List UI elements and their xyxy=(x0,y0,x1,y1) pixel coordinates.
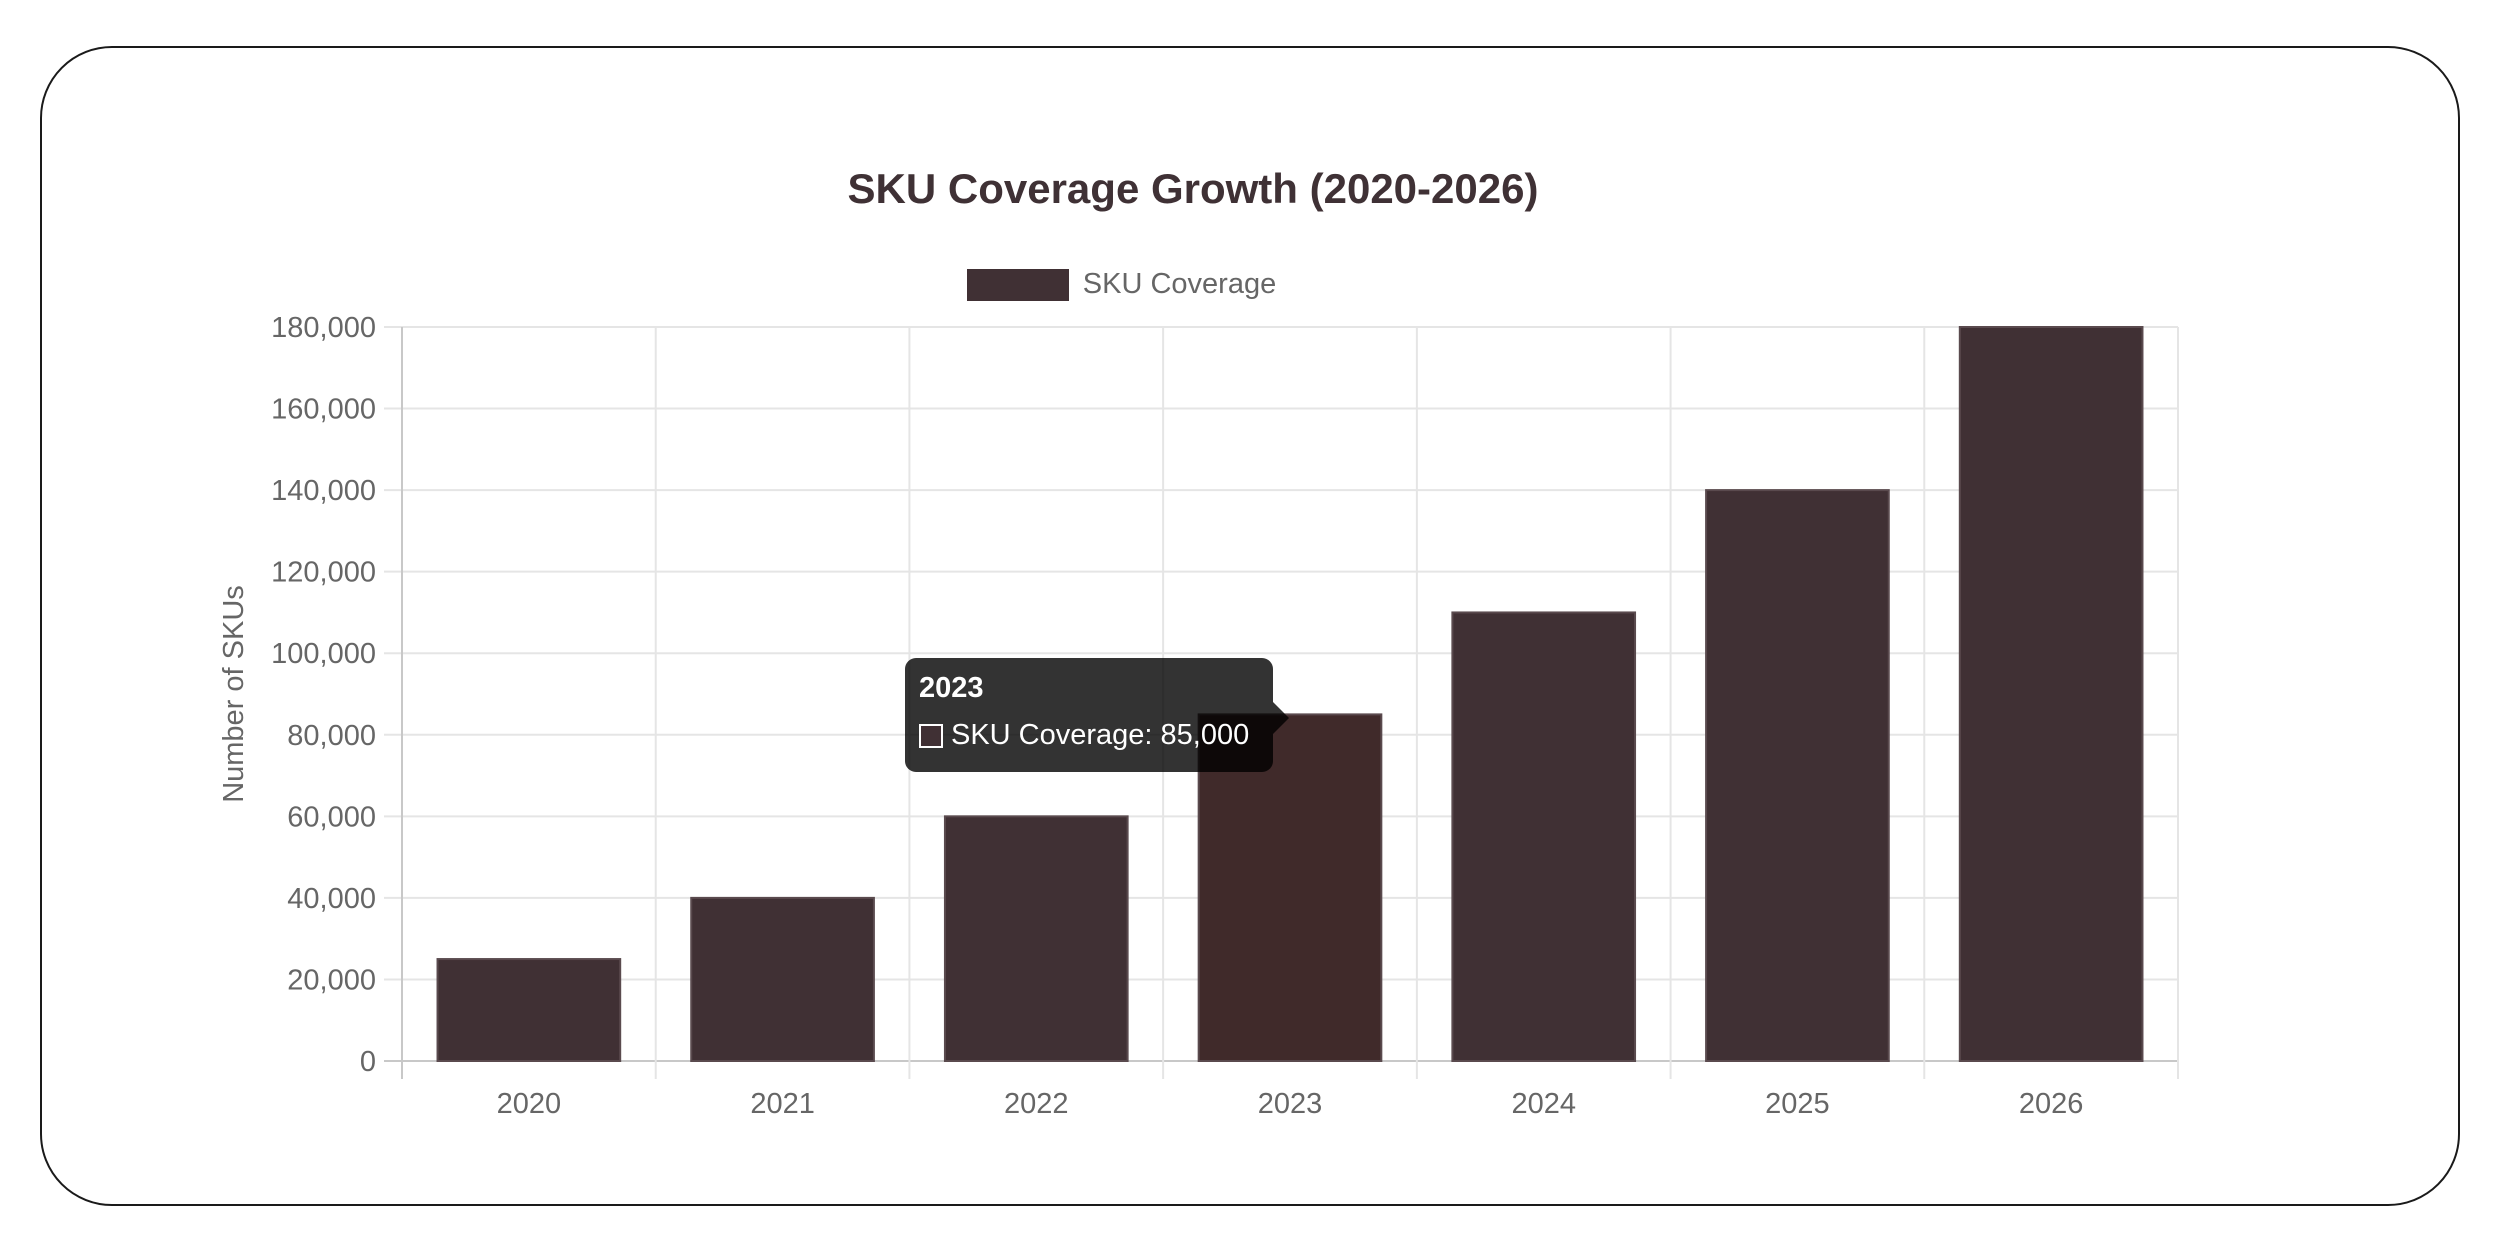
bar-2023[interactable] xyxy=(1197,713,1383,1063)
bars xyxy=(436,326,2144,1063)
bar-2024[interactable] xyxy=(1451,611,1637,1062)
bar-2025[interactable] xyxy=(1705,489,1890,1063)
x-tick-label: 2021 xyxy=(750,1088,815,1120)
x-tick-label: 2025 xyxy=(1765,1088,1830,1120)
y-tick-label: 60,000 xyxy=(287,801,376,833)
y-tick-label: 40,000 xyxy=(287,883,376,915)
y-tick-label: 100,000 xyxy=(271,638,376,670)
tooltip-swatch xyxy=(919,723,943,748)
y-tick-label: 140,000 xyxy=(271,475,376,507)
x-tick-label: 2023 xyxy=(1258,1088,1323,1120)
legend-label[interactable]: SKU Coverage xyxy=(1082,268,1277,300)
y-tick-label: 180,000 xyxy=(271,312,376,344)
bar-2021[interactable] xyxy=(690,896,875,1063)
y-tick-label: 120,000 xyxy=(271,557,376,589)
tooltip-label: SKU Coverage: 85,000 xyxy=(951,719,1250,751)
y-tick-label: 20,000 xyxy=(287,964,376,996)
y-tick-label: 80,000 xyxy=(287,720,376,752)
x-tick-label: 2024 xyxy=(1511,1088,1576,1120)
x-tick-label: 2026 xyxy=(2019,1088,2084,1120)
bar-2026[interactable] xyxy=(1958,326,2144,1062)
y-axis-label: Number of SKUs xyxy=(218,585,250,803)
y-tick-label: 0 xyxy=(360,1046,376,1078)
legend-swatch[interactable] xyxy=(966,268,1069,301)
tooltip: 2023 SKU Coverage: 85,000 xyxy=(905,658,1289,772)
y-axis-ticks: 0 20,000 40,000 60,000 80,000 100,000 120,000 1… xyxy=(271,312,376,1078)
x-axis-ticks: 2020 2021 2022 2023 2024 2025 2026 xyxy=(497,1088,2084,1120)
tooltip-title: 2023 xyxy=(919,672,984,704)
x-tick-label: 2022 xyxy=(1004,1088,1069,1120)
x-tick-label: 2020 xyxy=(497,1088,562,1120)
bar-2020[interactable] xyxy=(436,958,622,1062)
y-tick-label: 160,000 xyxy=(271,394,376,426)
chart-title: SKU Coverage Growth (2020-2026) xyxy=(847,165,1539,212)
bar-2022[interactable] xyxy=(943,815,1129,1062)
legend: SKU Coverage xyxy=(0,268,2497,301)
